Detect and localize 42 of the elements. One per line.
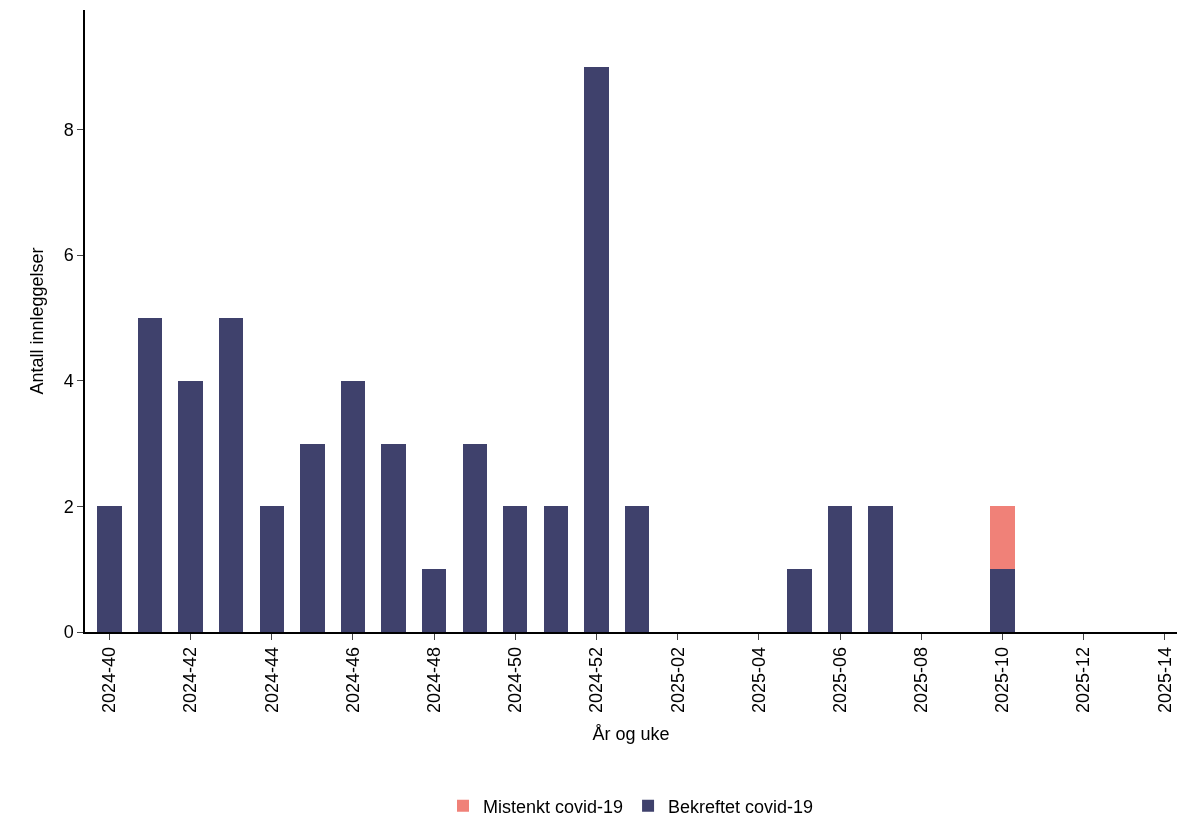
y-tick-label: 4 — [63, 370, 74, 391]
bar — [97, 506, 122, 632]
x-tick-label: 2024-42 — [180, 646, 201, 714]
x-tick-label: 2025-10 — [992, 646, 1013, 714]
bar — [462, 443, 487, 632]
bar — [421, 569, 447, 632]
bar — [137, 317, 163, 632]
bar — [990, 506, 1015, 570]
bar — [787, 569, 812, 632]
bar — [584, 66, 609, 632]
x-tick-label: 2024-44 — [261, 646, 282, 714]
bar — [827, 506, 853, 632]
bar — [218, 317, 244, 632]
x-tick-label: 2024-50 — [505, 646, 526, 714]
bar — [381, 443, 406, 632]
y-tick-label: 8 — [63, 119, 74, 140]
x-tick-label: 2025-08 — [911, 646, 932, 714]
x-tick-label: 2024-46 — [342, 646, 363, 714]
bar — [300, 443, 325, 632]
bar — [503, 506, 528, 632]
y-tick-label: 0 — [63, 622, 74, 643]
legend-label: Mistenkt covid-19 — [483, 796, 624, 817]
legend-label: Bekreftet covid-19 — [668, 796, 814, 817]
x-tick-label: 2024-52 — [586, 646, 607, 714]
x-axis-title: År og uke — [592, 723, 670, 744]
y-axis-title: Antall innleggelser — [27, 247, 48, 395]
bar — [259, 506, 284, 632]
bar — [990, 569, 1015, 632]
y-tick-label: 6 — [63, 245, 74, 266]
x-tick-label: 2025-12 — [1073, 646, 1094, 714]
x-tick-label: 2024-48 — [423, 646, 444, 714]
y-tick-label: 2 — [63, 496, 74, 517]
x-tick-label: 2024-40 — [99, 646, 120, 714]
x-tick-label: 2025-14 — [1154, 646, 1175, 714]
bar — [178, 380, 203, 632]
bar — [340, 380, 366, 632]
bar — [543, 506, 569, 632]
x-tick-label: 2025-04 — [748, 646, 769, 714]
bar — [868, 506, 893, 632]
bar — [624, 506, 650, 632]
x-tick-label: 2025-06 — [829, 646, 850, 714]
x-tick-label: 2025-02 — [667, 646, 688, 714]
